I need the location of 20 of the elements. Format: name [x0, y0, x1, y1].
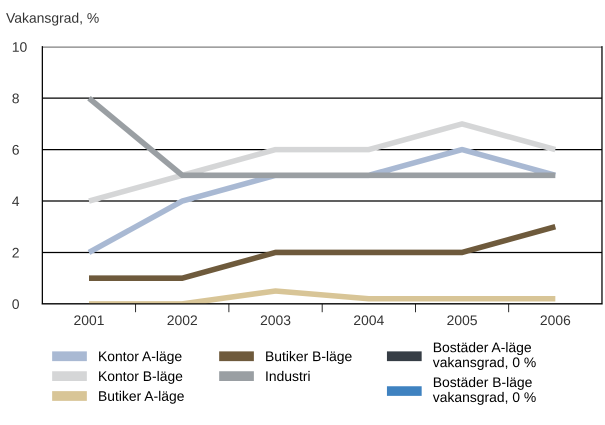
x-tick-label: 2004: [354, 315, 384, 326]
legend-label: Industri: [266, 370, 310, 382]
legend-label: Kontor B-läge: [99, 370, 182, 384]
y-tick-label: 8: [12, 94, 19, 104]
legend-label: Kontor A-läge: [99, 351, 182, 364]
legend-label: Bostäder B-läge vakansgrad, 0 %: [432, 376, 536, 405]
x-tick-label: 2001: [74, 315, 104, 326]
legend-label: Bostäder A-läge vakansgrad, 0 %: [432, 342, 536, 370]
legend-label: Butiker B-läge: [266, 351, 352, 364]
x-tick-label: 2005: [447, 315, 477, 326]
x-tick-label: 2003: [260, 315, 290, 326]
y-tick-label: 6: [12, 144, 19, 155]
y-tick-label: 4: [12, 196, 20, 206]
x-tick-label: 2002: [168, 315, 198, 326]
legend-label: Butiker A-läge: [99, 390, 184, 404]
x-tick-label: 2006: [540, 315, 570, 326]
y-tick-label: 10: [12, 42, 27, 52]
y-axis-title: Vakansgrad, %: [6, 12, 99, 26]
y-tick-label: 0: [12, 299, 19, 310]
y-tick-label: 2: [12, 248, 19, 258]
